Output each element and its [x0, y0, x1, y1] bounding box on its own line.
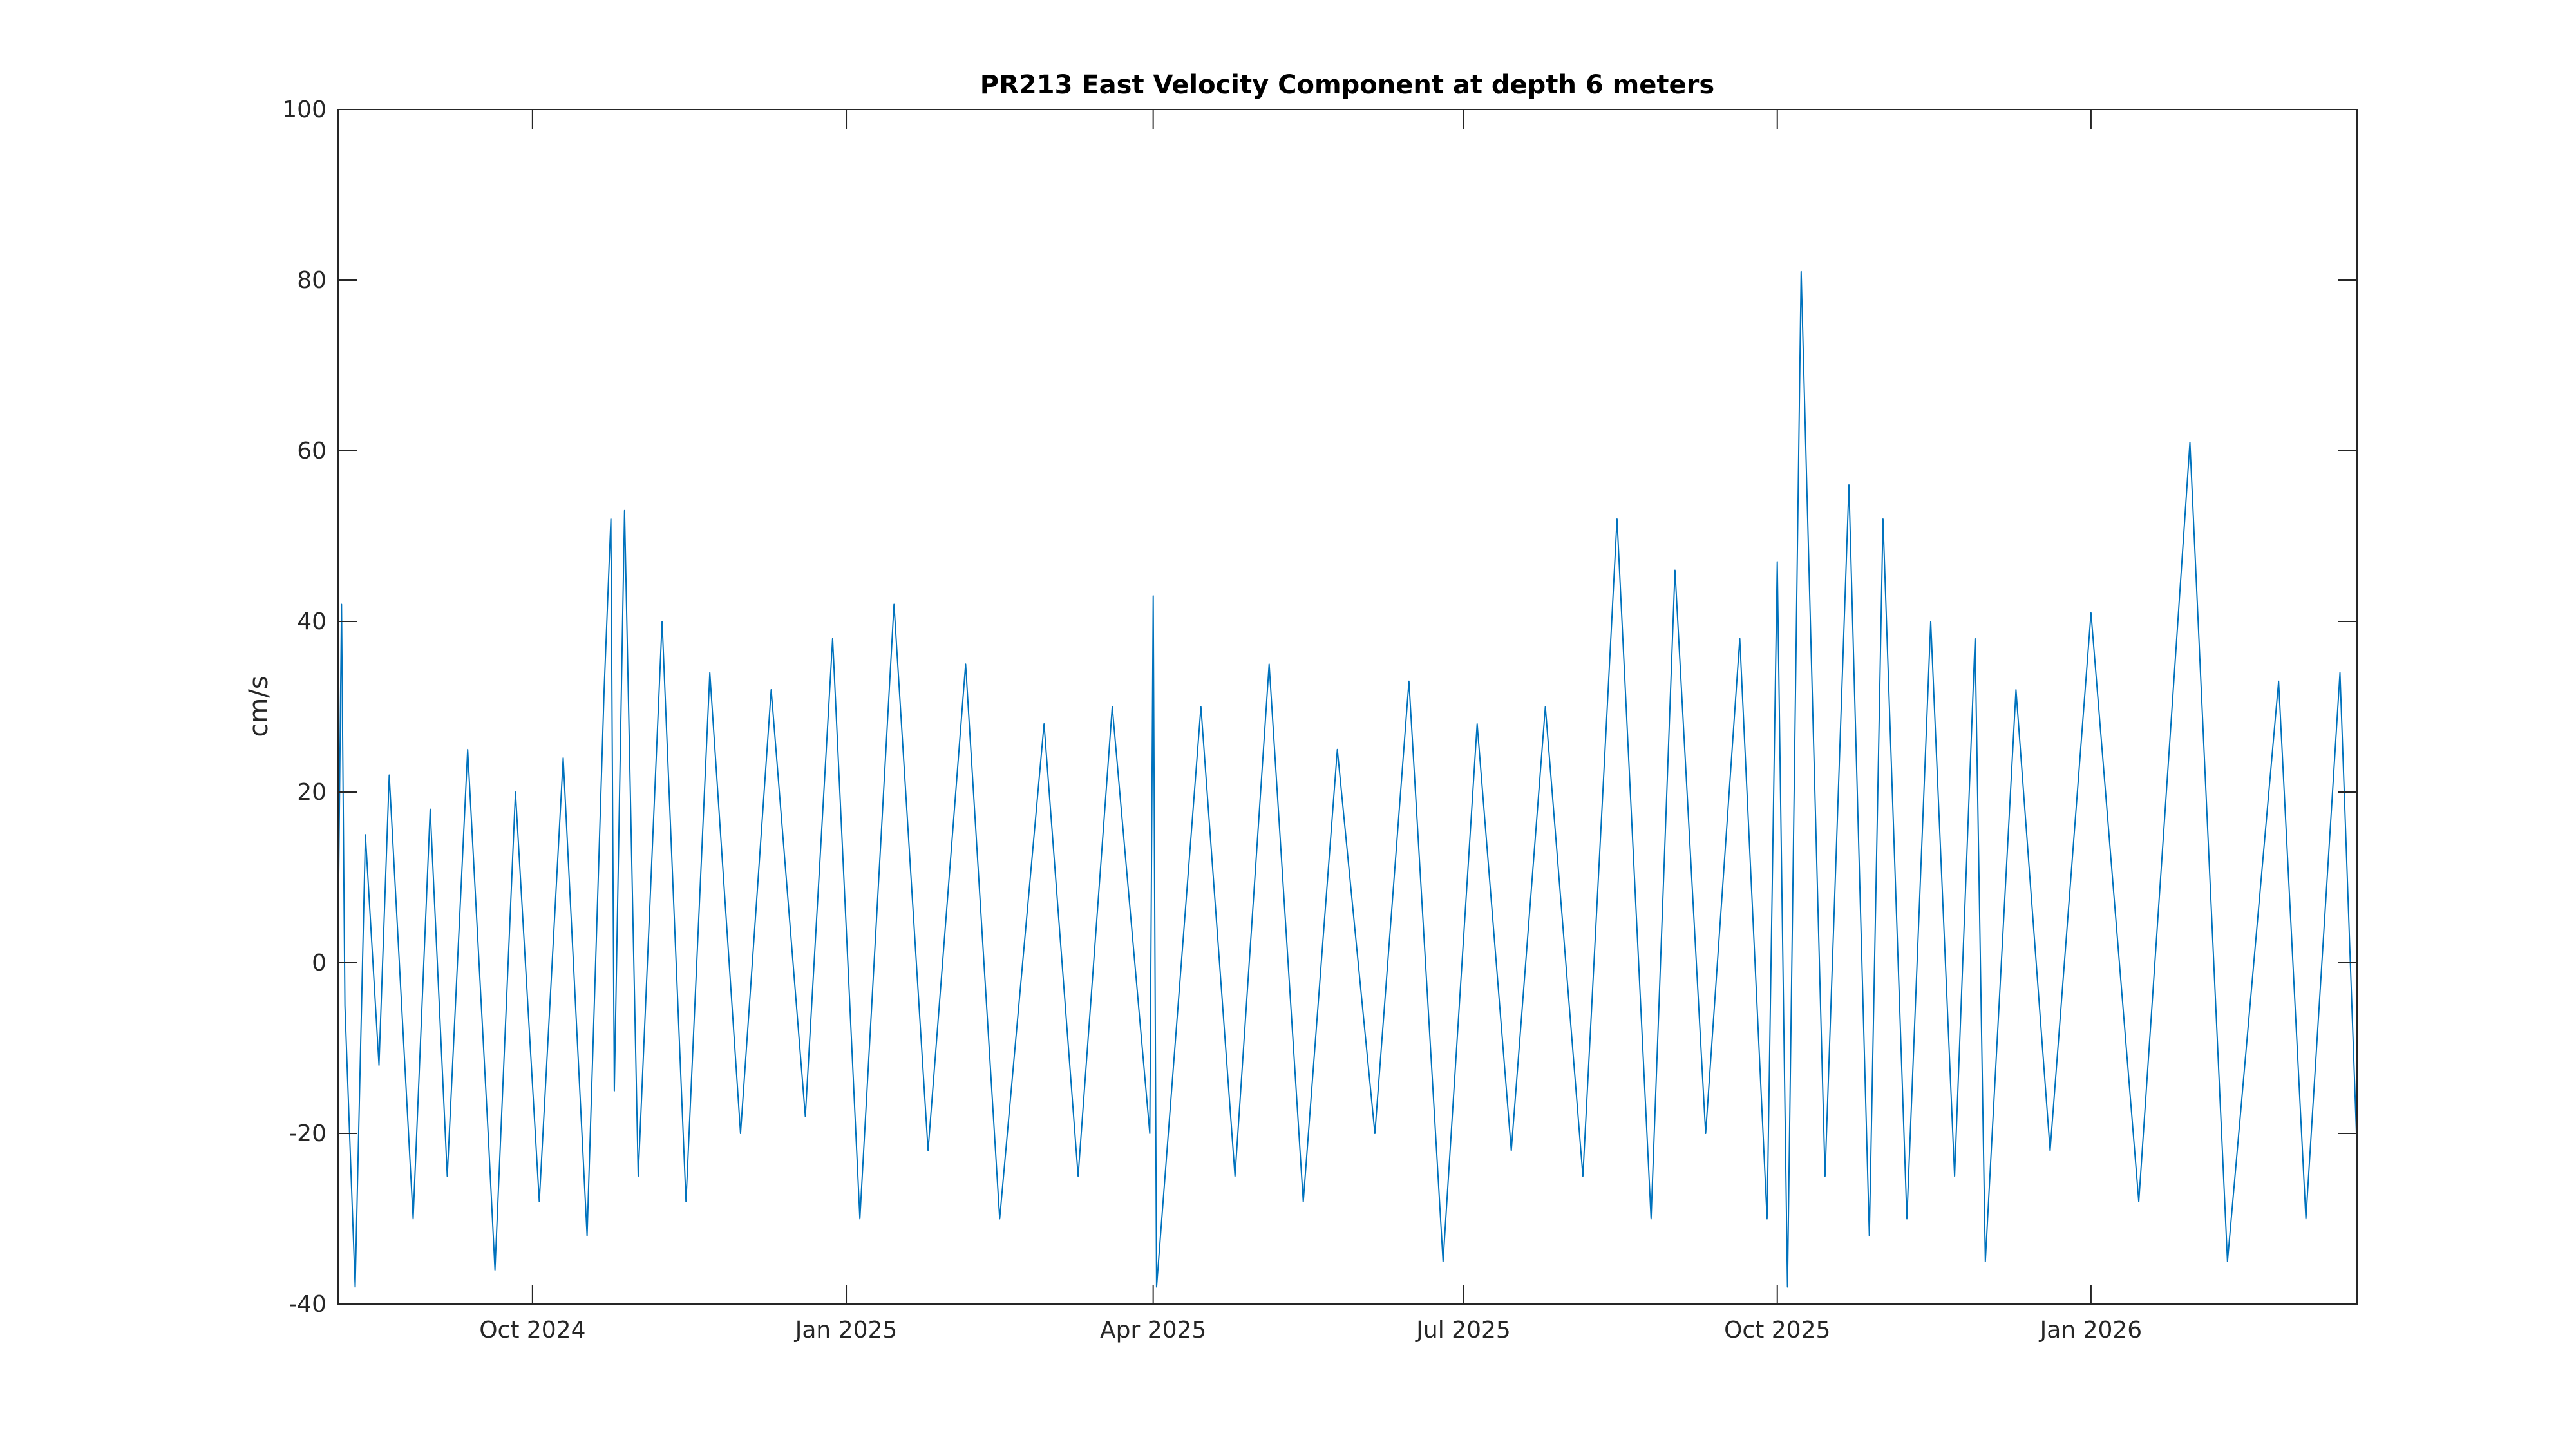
x-tick-label: Jan 2026	[2039, 1317, 2143, 1343]
y-tick-label: 80	[297, 267, 327, 294]
velocity-trace	[337, 270, 2358, 1288]
plot-frame	[337, 109, 2358, 1305]
series-line	[337, 270, 2358, 1288]
x-tick-label: Oct 2025	[1724, 1317, 1830, 1343]
y-tick-label: 60	[297, 438, 327, 464]
x-tick-label: Jan 2025	[794, 1317, 898, 1343]
x-tick-label: Apr 2025	[1100, 1317, 1206, 1343]
y-tick-label: 20	[297, 779, 327, 806]
x-tick-label: Oct 2024	[479, 1317, 585, 1343]
y-axis-label: cm/s	[244, 676, 274, 737]
y-tick-label: 100	[282, 97, 327, 123]
chart-title: PR213 East Velocity Component at depth 6…	[980, 70, 1714, 100]
y-tick-label: -20	[289, 1121, 327, 1147]
x-tick-label: Jul 2025	[1415, 1317, 1511, 1343]
y-tick-label: -40	[289, 1291, 327, 1318]
y-tick-label: 40	[297, 609, 327, 635]
plot-area	[338, 109, 2357, 1304]
axis-ticks: -40 -20 0 20 40 60 80 100 Oct 2024 Jan 2025 Apr 20…	[282, 97, 2357, 1343]
y-tick-label: 0	[312, 950, 327, 976]
